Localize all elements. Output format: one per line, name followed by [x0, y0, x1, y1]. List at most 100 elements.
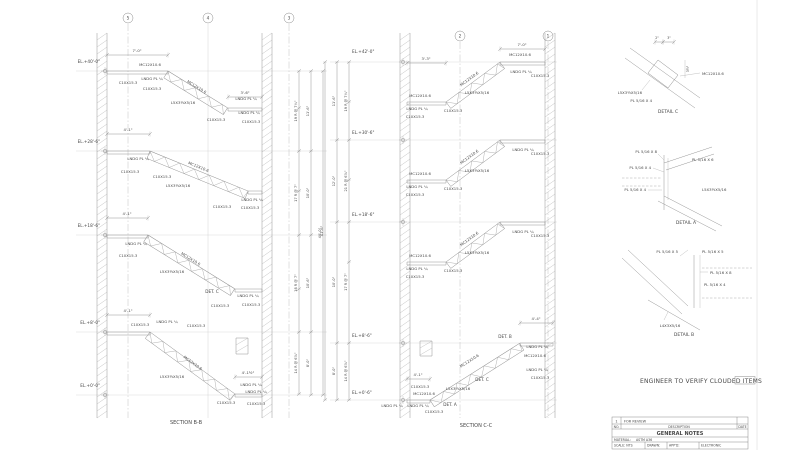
member-label: PL 5/16 X 4 — [704, 282, 726, 287]
member-label: LNDG PL ¼ — [237, 293, 259, 298]
member-label: C10X15.3 — [531, 73, 550, 78]
member-label: MC12X10.6 — [409, 171, 431, 176]
stair-flight — [445, 221, 505, 269]
detail-ref: DET. C — [475, 377, 489, 382]
wall-right — [544, 32, 556, 419]
member-label: C10X15.3 — [444, 108, 463, 113]
elevation-label: EL.+8'-0" — [80, 320, 100, 325]
member-label: MC12X10.6 — [139, 62, 161, 67]
callouts-right-f2: LNDG PL ¼ C10X15.3 MC12X10.6 L5X3½X5/16 … — [406, 147, 550, 197]
detail-b: PL 5/16 X 5 PL 5/16 X 5 PL 5/16 X 8 PL 5… — [621, 249, 752, 338]
stair-flight — [143, 234, 235, 296]
member-label: L5X3½X5/16 — [160, 269, 185, 274]
grid-bubble: 2 — [459, 34, 462, 39]
detail-c: 2" 3" 3½" MC12X10.6 L5X3½X5/16 PL 5/16 X… — [618, 36, 725, 115]
member-label: MC12X10.6 — [409, 253, 431, 258]
grid-bubble: 3 — [288, 16, 291, 21]
member-label: LNDG PL ¼ — [407, 403, 429, 408]
dim-label: 3" — [667, 36, 671, 40]
rev-no: 1 — [615, 419, 617, 423]
height-dim: 8'-0" — [332, 366, 336, 375]
dims-right: 7'-0" 3'-3" 4'-4" 4'-1" — [405, 42, 555, 382]
landing — [406, 101, 447, 106]
field-approved: APP'D: — [669, 444, 679, 448]
member-label: C10X15.3 — [406, 114, 425, 119]
col-date: DATE — [738, 425, 746, 429]
wall-left — [399, 32, 411, 419]
landing — [519, 342, 554, 347]
member-label: MC12X10.6 — [409, 93, 431, 98]
member-label: MC12X10.6 — [413, 391, 435, 396]
member-label: C10X15.3 — [242, 302, 261, 307]
dim-label: 3½" — [686, 65, 690, 72]
member-label: C10X15.3 — [406, 274, 425, 279]
member-label: PL 5/16 X 5 — [702, 249, 724, 254]
landing — [406, 261, 447, 266]
detail-c-caption: DETAIL C — [658, 109, 678, 115]
stair-flight — [445, 139, 505, 187]
member-label: C10X15.3 — [444, 268, 463, 273]
riser-dim: 14 R @ 6⅞" — [294, 352, 298, 373]
stair-flight — [163, 70, 228, 115]
elevation-marks-right: EL.+42'-0" EL.+30'-6" EL.+18'-6" EL.+8'-… — [352, 49, 407, 404]
dim-label: 3'-6" — [241, 90, 250, 95]
member-label: C10X15.3 — [121, 169, 140, 174]
stair-flight — [146, 150, 249, 199]
member-label: L5X3½X5/16 — [465, 90, 490, 95]
stair-flight — [145, 331, 236, 401]
column-section — [235, 337, 249, 355]
overall-dim: 40'-0" — [318, 227, 322, 238]
member-label: L5X3½X5/16 — [618, 90, 643, 95]
member-label: PL 5/16 X 4 — [630, 98, 652, 103]
grid-bubble: 5 — [127, 16, 130, 21]
member-label: C10X15.3 — [241, 205, 260, 210]
member-label: LNDG PL ¼ — [406, 266, 428, 271]
elevation-label: EL.+40'-0" — [78, 59, 100, 64]
member-label: LNDG PL ¼ — [406, 184, 428, 189]
height-dim: 10'-6" — [306, 277, 310, 288]
member-label: MC12X10.6 — [509, 52, 531, 57]
dim-label: 4'-1" — [123, 211, 132, 216]
member-label: L4X3X5/16 — [660, 323, 681, 328]
member-label: LNDG PL ¼ — [127, 156, 149, 161]
member-label: MC12X10.6 — [180, 251, 202, 267]
riser-dim: 19 R @ 7¼" — [294, 100, 298, 121]
vdims-right: 19 R @ 7¼" 21 R @ 6⅞" 17 R @ 7" 14 R @ 6… — [320, 60, 351, 402]
section-c: 2 1 EL.+42'-0" — [320, 30, 557, 429]
member-label: C10X15.3 — [444, 186, 463, 191]
member-label: MC12X10.6 — [459, 352, 481, 368]
member-label: C10X15.3 — [247, 401, 266, 406]
dim-label: 4'-1" — [124, 308, 133, 313]
member-label: PL 5/16 X 5 — [656, 249, 678, 254]
member-label: C10X15.3 — [213, 204, 232, 209]
landing — [227, 107, 263, 112]
member-label: C10X15.3 — [119, 253, 138, 258]
member-label: LNDG PL ¼ — [526, 367, 548, 372]
grid-lines-left: 5 4 3 — [122, 12, 295, 418]
landing — [106, 331, 151, 336]
rev-description: FOR REVIEW — [624, 419, 647, 423]
member-label: LNDG PL ¼ — [156, 319, 178, 324]
dim-label: 4'-1½" — [242, 370, 255, 375]
landing — [499, 221, 546, 226]
member-label: LNDG PL ¼ — [526, 344, 548, 349]
stair-flight — [429, 343, 525, 407]
wall-left — [96, 32, 108, 419]
column-section — [419, 340, 433, 357]
dim-label: 4'-1" — [124, 127, 133, 132]
member-label: LNDG PL ¼ — [381, 403, 403, 408]
member-label: MC12X10.6 — [183, 354, 204, 371]
member-label: L5X3½X5/16 — [160, 374, 185, 379]
dim-label: 4'-1" — [414, 372, 423, 377]
stair-flight — [445, 61, 505, 109]
section-b: 5 4 3 — [76, 12, 327, 426]
riser-dim: 14 R @ 6⅞" — [344, 360, 348, 381]
detail-ref: DET. A — [443, 402, 457, 407]
dim-label: 2" — [655, 36, 659, 40]
member-label: PL 5/16 X 4 — [629, 165, 651, 170]
member-label: LNDG PL ¼ — [238, 110, 260, 115]
member-label: PL 5/16 X 6 — [692, 157, 714, 162]
riser-dim: 19 R @ 7¼" — [344, 90, 348, 111]
callouts-left-f2: LNDG PL ¼ C10X15.3 C10X15.3 MC12X10.6 L5… — [121, 156, 263, 210]
